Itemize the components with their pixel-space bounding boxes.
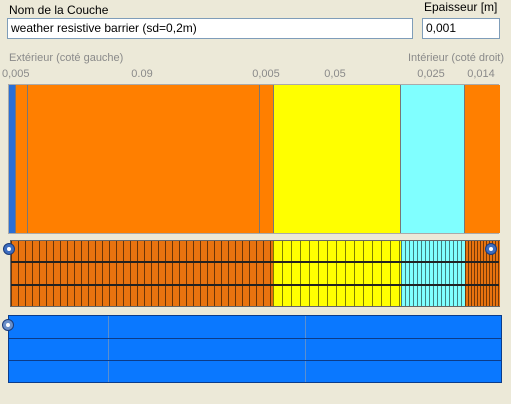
layer-assembly <box>8 84 500 234</box>
tick-label: 0.09 <box>131 68 153 80</box>
tick-label: 0,025 <box>417 68 445 80</box>
layer-segment[interactable] <box>27 85 273 233</box>
layer-segment[interactable] <box>273 85 400 233</box>
mesh-row-line <box>11 284 499 286</box>
tick-label: 0,005 <box>252 68 280 80</box>
tick-label: 0,05 <box>324 68 346 80</box>
layer-name-input[interactable]: weather resistive barrier (sd=0,2m) <box>7 18 413 39</box>
panel-divider <box>305 316 306 382</box>
exterior-side-label: Extérieur (coté gauche) <box>9 52 124 64</box>
tick-label: 0,005 <box>2 68 30 80</box>
thickness-input[interactable]: 0,001 <box>422 18 500 39</box>
layer-separator <box>27 85 28 233</box>
tick-label: 0,014 <box>467 68 495 80</box>
drag-handle-icon[interactable] <box>485 243 497 255</box>
layer-separator <box>464 85 465 233</box>
layer-name-label: Nom de la Couche <box>9 3 109 17</box>
layer-separator <box>259 85 260 233</box>
drag-handle-icon[interactable] <box>3 243 15 255</box>
mesh-view <box>10 240 500 307</box>
thickness-label: Epaisseur [m] <box>424 0 498 14</box>
mesh-segment <box>401 241 465 306</box>
mesh-segment <box>273 241 401 306</box>
bottom-panel[interactable] <box>8 315 502 383</box>
radio-handle-icon[interactable] <box>2 319 14 331</box>
mesh-row-line <box>11 261 499 263</box>
mesh-segment <box>11 241 273 306</box>
panel-row-line <box>9 338 501 339</box>
panel-row-line <box>9 360 501 361</box>
panel-divider <box>108 316 109 382</box>
layer-segment[interactable] <box>15 85 27 233</box>
layer-separator <box>273 85 274 233</box>
layer-separator <box>15 85 16 233</box>
layer-segment[interactable] <box>400 85 464 233</box>
barrier-layer[interactable] <box>9 85 15 233</box>
interior-side-label: Intérieur (coté droit) <box>408 52 504 64</box>
layer-segment[interactable] <box>464 85 500 233</box>
layer-separator <box>400 85 401 233</box>
